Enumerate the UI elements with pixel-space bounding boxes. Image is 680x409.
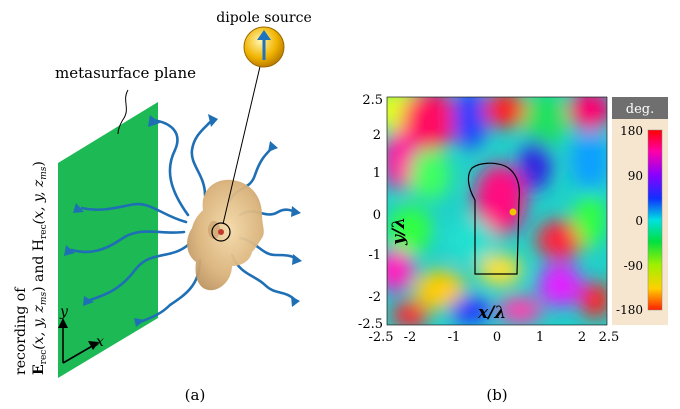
source-marker xyxy=(509,208,517,216)
colorbar-gradient xyxy=(647,129,663,311)
phase-map-frame xyxy=(386,96,608,326)
y-tick: -2 xyxy=(368,290,381,305)
colorbar-tick: -90 xyxy=(624,259,643,273)
colorbar-tick: -180 xyxy=(616,303,643,317)
colorbar-tick: 90 xyxy=(628,169,643,183)
colorbar-tick: 180 xyxy=(620,124,643,138)
x-axis-label: x/λ xyxy=(477,303,506,323)
human-head xyxy=(187,179,264,291)
wave-arrowheads xyxy=(64,114,302,327)
head-contour xyxy=(467,162,520,275)
y-axis-label: y/λ xyxy=(389,217,409,246)
source-leader-line xyxy=(222,57,263,225)
recording-label: recording of Erec(x, y, zms) and Hrec(x,… xyxy=(13,161,49,375)
panel-a: dipole source metasurface plane recordin… xyxy=(13,10,312,404)
y-tick: -1 xyxy=(368,248,381,263)
y-tick: 2.5 xyxy=(362,93,383,108)
x-tick: -2.5 xyxy=(368,330,393,345)
x-tick: 2.5 xyxy=(599,330,620,345)
plane-label-leader xyxy=(117,89,129,135)
recording-line-1: recording of xyxy=(13,286,29,375)
source-circle xyxy=(211,222,231,242)
dipole-source-icon xyxy=(243,26,285,68)
y-tick: -2.5 xyxy=(358,317,383,332)
metasurface-plane xyxy=(58,102,158,378)
x-tick: -1 xyxy=(448,330,461,345)
xy-axes-icon xyxy=(58,318,99,364)
source-dot xyxy=(218,229,224,235)
phase-map xyxy=(387,97,607,325)
panel-b: x/λ y/λ 2.5 2 1 0 -1 -2 -2.5 -2.5 -2 -1 … xyxy=(358,93,668,404)
colorbar-tick: 0 xyxy=(635,214,643,228)
caption-b: (b) xyxy=(486,386,507,404)
recording-line-2: Erec(x, y, zms) and Hrec(x, y, zms) xyxy=(31,161,49,375)
colorbar: deg. 180 90 0 -90 -180 xyxy=(612,97,668,325)
dipole-source-label: dipole source xyxy=(216,10,312,26)
x-tick: 0 xyxy=(493,330,501,345)
axis-x-label: x xyxy=(96,334,104,350)
metasurface-plane-label: metasurface plane xyxy=(55,64,196,82)
y-tick-labels: 2.5 2 1 0 -1 -2 -2.5 xyxy=(358,93,383,332)
colorbar-title-bg xyxy=(612,97,668,119)
x-tick: 2 xyxy=(578,330,586,345)
caption-a: (a) xyxy=(185,386,206,404)
x-tick: -2 xyxy=(404,330,417,345)
y-tick: 2 xyxy=(373,128,381,143)
x-tick: 1 xyxy=(536,330,544,345)
axis-y-label: y xyxy=(59,304,69,320)
y-tick: 0 xyxy=(373,208,381,223)
x-tick-labels: -2.5 -2 -1 0 1 2 2.5 xyxy=(368,330,619,345)
y-tick: 1 xyxy=(373,166,381,181)
colorbar-title: deg. xyxy=(626,102,654,117)
